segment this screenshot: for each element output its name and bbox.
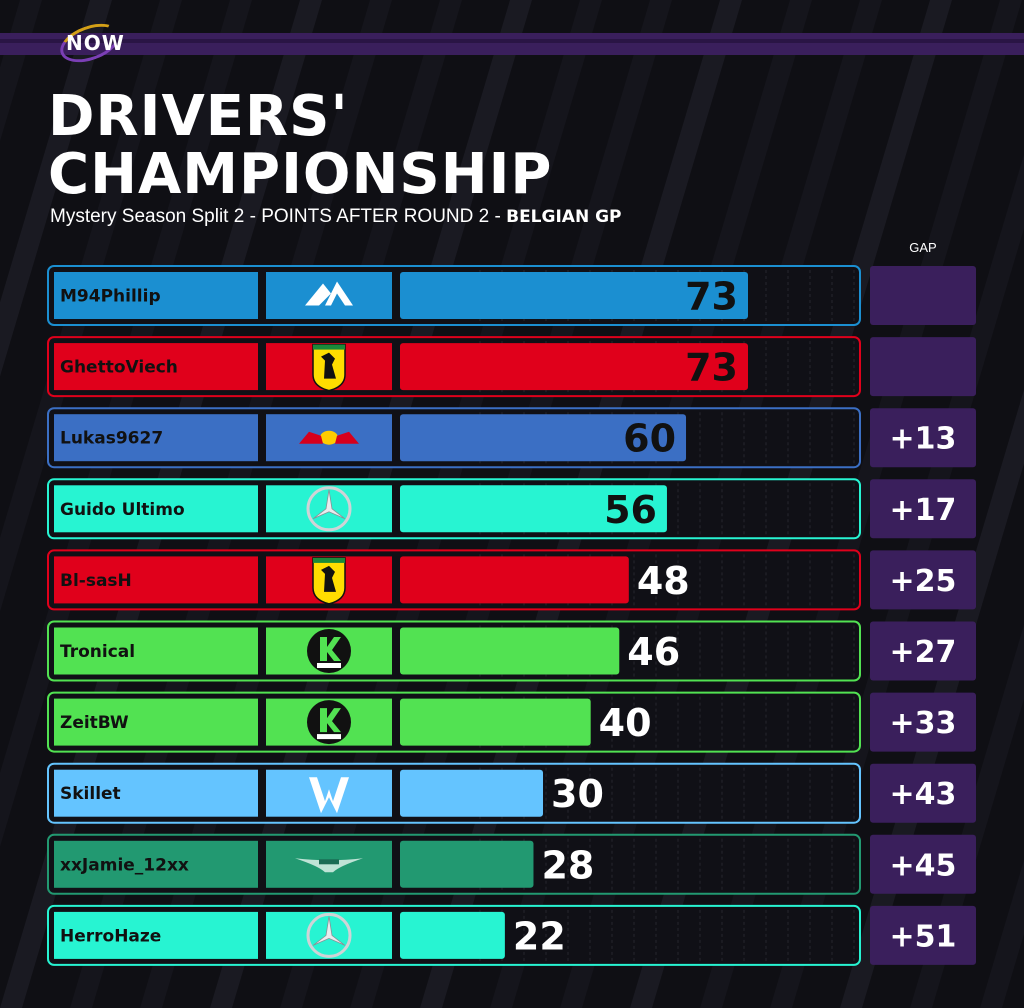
driver-cell — [54, 840, 258, 888]
points-value: 46 — [627, 630, 680, 674]
red-bull-logo-icon — [299, 430, 359, 445]
driver-cell — [54, 911, 258, 959]
ferrari-logo-icon — [312, 557, 346, 605]
driver-name: Skillet — [60, 784, 121, 804]
page-title: DRIVERS' CHAMPIONSHIP — [48, 88, 552, 204]
driver-cell — [54, 343, 258, 391]
driver-cell — [54, 698, 258, 746]
points-value: 22 — [513, 914, 566, 958]
mercedes-logo-icon — [306, 486, 352, 532]
driver-name: Guido Ultimo — [60, 500, 185, 520]
points-value: 56 — [604, 488, 657, 532]
aston-martin-logo-icon — [295, 858, 363, 873]
gap-box — [870, 763, 976, 823]
points-bar — [400, 840, 534, 888]
gap-box — [870, 408, 976, 468]
gap-value: +43 — [890, 777, 957, 812]
driver-name: HerroHaze — [60, 926, 161, 946]
driver-cell — [54, 556, 258, 604]
standings-row: M94Phillip 73 — [47, 265, 976, 326]
points-value: 48 — [637, 559, 690, 603]
gap-box — [870, 834, 976, 894]
points-bar — [400, 556, 629, 604]
subtitle-event: BELGIAN GP — [506, 207, 622, 227]
mercedes-logo-icon — [306, 912, 352, 958]
standings-row: HerroHaze 22 +51 — [47, 904, 976, 966]
now-logo: NOW — [55, 16, 125, 70]
points-value: 30 — [551, 772, 604, 816]
williams-logo-icon — [309, 777, 349, 814]
title-line-2: CHAMPIONSHIP — [48, 142, 553, 207]
points-bar — [400, 414, 687, 462]
standings-row: Guido Ultimo 56 +17 — [47, 478, 976, 540]
standings-row: xxJamie_12xx 28 +45 — [47, 833, 976, 895]
sauber-logo-icon — [307, 700, 351, 745]
points-value: 28 — [541, 843, 594, 887]
standings-row: Bl-sasH 48 +25 — [47, 549, 976, 611]
gap-value: +45 — [890, 848, 957, 883]
points-value: 40 — [599, 701, 652, 745]
points-value: 73 — [685, 275, 738, 319]
gap-value: +13 — [890, 422, 957, 457]
driver-cell — [54, 627, 258, 675]
gap-box — [870, 905, 976, 965]
gap-box — [870, 337, 976, 397]
subtitle: Mystery Season Split 2 - POINTS AFTER RO… — [50, 206, 622, 228]
gap-box — [870, 479, 976, 539]
points-bar — [400, 698, 591, 746]
alpine-logo-icon — [305, 281, 353, 306]
standings-row: GhettoViech 73 — [47, 336, 976, 398]
points-bar — [400, 272, 748, 319]
standings-row: Lukas9627 60 +13 — [47, 407, 976, 469]
points-value: 60 — [623, 417, 676, 461]
gap-box — [870, 266, 976, 325]
points-bar — [400, 627, 620, 675]
gap-value: +27 — [890, 635, 957, 670]
points-bar — [400, 485, 667, 533]
gap-value: +17 — [890, 493, 957, 528]
driver-name: xxJamie_12xx — [60, 855, 189, 875]
gap-value: +33 — [890, 706, 957, 741]
driver-name: ZeitBW — [60, 713, 129, 733]
points-bar — [400, 769, 544, 817]
standings-row: Skillet 30 +43 — [47, 762, 976, 824]
points-value: 73 — [685, 346, 738, 390]
logo-text: NOW — [66, 31, 125, 55]
title-line-1: DRIVERS' — [48, 84, 349, 149]
ferrari-logo-icon — [312, 343, 346, 392]
sauber-logo-icon — [307, 629, 351, 673]
driver-cell — [54, 414, 258, 462]
points-bar — [400, 343, 748, 391]
driver-name: GhettoViech — [60, 358, 178, 378]
gap-column-header: GAP — [909, 240, 937, 255]
standings-row: Tronical 46 +27 — [47, 620, 976, 682]
gap-value: +25 — [890, 564, 957, 599]
driver-name: Tronical — [60, 642, 135, 662]
gap-value: +51 — [890, 919, 957, 954]
gap-box — [870, 692, 976, 752]
driver-name: M94Phillip — [60, 287, 161, 307]
standings-row: ZeitBW 40 +33 — [47, 691, 976, 753]
driver-name: Bl-sasH — [60, 571, 132, 591]
points-bar — [400, 911, 505, 959]
driver-cell — [54, 485, 258, 533]
gap-box — [870, 550, 976, 610]
driver-name: Lukas9627 — [60, 429, 163, 449]
top-band — [0, 33, 1024, 55]
driver-cell — [54, 769, 258, 817]
driver-cell — [54, 272, 258, 319]
subtitle-text: Mystery Season Split 2 - POINTS AFTER RO… — [50, 206, 507, 227]
gap-box — [870, 621, 976, 681]
